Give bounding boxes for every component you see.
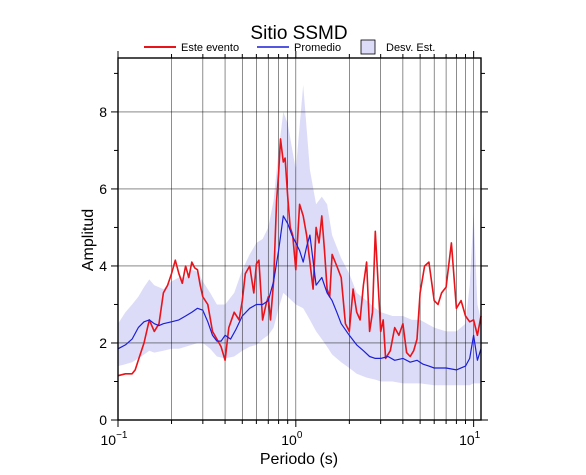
chart-title: Sitio SSMD xyxy=(250,23,347,44)
legend-event-label: Este evento xyxy=(181,42,239,54)
series-line-mean xyxy=(117,215,482,371)
x-tick-label: 10−1 xyxy=(101,430,128,448)
legend-mean-label: Promedio xyxy=(294,42,341,54)
legend-std-swatch xyxy=(360,39,376,55)
x-axis-label: Periodo (s) xyxy=(260,451,338,468)
y-axis-label: Amplitud xyxy=(80,209,97,271)
legend: Este evento Promedio Desv. Est. xyxy=(144,39,435,55)
y-tick-label: 8 xyxy=(99,104,107,120)
legend-std-label: Desv. Est. xyxy=(386,42,435,54)
y-tick-label: 6 xyxy=(99,181,107,197)
x-tick-label: 101 xyxy=(459,430,481,448)
y-tick-label: 4 xyxy=(99,258,107,274)
plot-area: 0 2 4 6 8 10−1 100 101 xyxy=(99,51,488,448)
y-tick-label: 2 xyxy=(99,335,107,351)
std-band xyxy=(118,85,481,386)
x-tick-label: 100 xyxy=(281,430,303,448)
y-tick-label: 0 xyxy=(99,412,107,428)
series-line-event xyxy=(117,138,482,377)
plot-frame xyxy=(117,57,482,421)
